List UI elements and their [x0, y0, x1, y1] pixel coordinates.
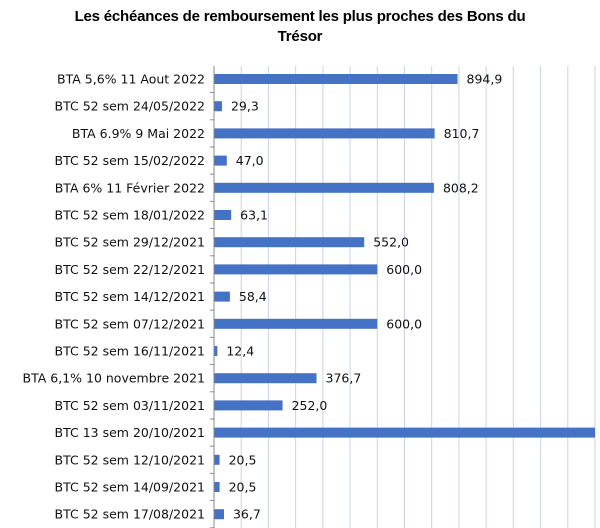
bar	[214, 237, 365, 248]
value-label: 12,4	[226, 344, 254, 359]
bar	[214, 318, 378, 329]
category-label: BTC 52 sem 24/05/2022	[55, 99, 205, 114]
category-label: BTA 6,1% 10 novembre 2021	[23, 371, 205, 386]
value-label: 808,2	[443, 180, 479, 195]
bars	[214, 74, 595, 520]
value-label: 20,5	[229, 452, 257, 467]
value-label: 29,3	[231, 99, 259, 114]
category-labels: BTA 5,6% 11 Aout 2022 BTC 52 sem 24/05/20…	[23, 72, 205, 522]
bar	[214, 210, 232, 220]
value-label: 810,7	[444, 126, 480, 141]
bar	[214, 454, 220, 465]
bar	[214, 128, 435, 139]
bar	[214, 400, 283, 411]
y-axis	[210, 66, 215, 528]
value-label: 63,1	[240, 208, 268, 223]
bar	[214, 155, 227, 166]
value-label: 58,4	[239, 289, 267, 304]
bar	[214, 74, 458, 84]
value-label: 47,0	[236, 153, 264, 168]
value-label: 252,0	[292, 398, 328, 413]
category-label: BTC 52 sem 22/12/2021	[55, 262, 205, 277]
value-label: 376,7	[326, 371, 362, 386]
chart-title: Les échéances de remboursement les plus …	[74, 8, 526, 45]
category-label: BTC 52 sem 16/11/2021	[55, 344, 205, 359]
category-label: BTC 52 sem 15/02/2022	[55, 153, 205, 168]
bar	[214, 373, 317, 384]
value-labels: 894,9 29,3 810,7 47,0 808,2 63,1 552,0 600,0 58,…	[226, 72, 503, 522]
bar	[214, 182, 434, 193]
value-label: 600,0	[386, 262, 422, 277]
category-label: BTC 52 sem 14/12/2021	[55, 289, 205, 304]
value-label: 36,7	[233, 507, 261, 522]
value-label: 552,0	[373, 235, 409, 250]
bar	[214, 482, 220, 492]
bar	[214, 427, 595, 438]
category-label: BTC 52 sem 17/08/2021	[55, 507, 205, 522]
category-label: BTC 52 sem 18/01/2022	[55, 208, 205, 223]
category-label: BTC 52 sem 03/11/2021	[55, 398, 205, 413]
category-label: BTC 52 sem 14/09/2021	[55, 480, 205, 495]
category-label: BTA 6.9% 9 Mai 2022	[72, 126, 205, 141]
value-label: 20,5	[229, 480, 257, 495]
category-label: BTC 13 sem 20/10/2021	[55, 425, 205, 440]
value-label: 600,0	[386, 316, 422, 331]
category-label: BTC 52 sem 12/10/2021	[55, 452, 205, 467]
category-label: BTC 52 sem 29/12/2021	[55, 235, 205, 250]
bar	[214, 264, 378, 275]
bar	[214, 101, 222, 112]
category-label: BTA 6% 11 Février 2022	[55, 180, 205, 195]
category-label: BTA 5,6% 11 Aout 2022	[57, 72, 205, 87]
bar	[214, 291, 230, 302]
value-label: 894,9	[467, 72, 503, 87]
bar	[214, 346, 218, 356]
category-label: BTC 52 sem 07/12/2021	[55, 316, 205, 331]
bar	[214, 509, 224, 520]
gridlines	[240, 66, 596, 528]
